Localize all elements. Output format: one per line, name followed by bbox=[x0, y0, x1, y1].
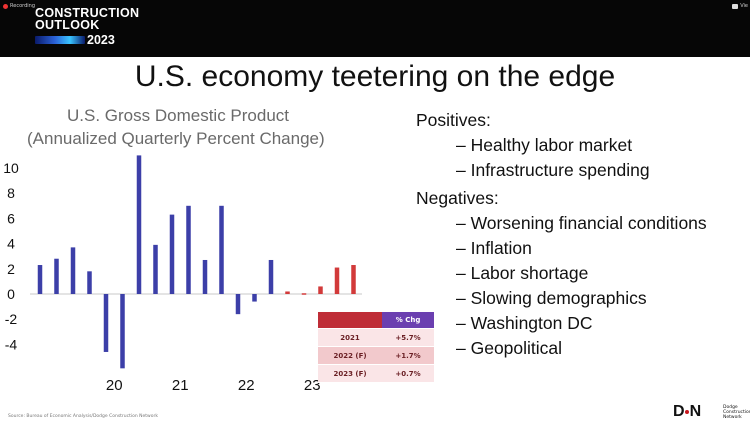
view-icon bbox=[732, 3, 739, 9]
gdp-bar bbox=[37, 265, 43, 294]
summary-header-row: % Chg bbox=[318, 312, 434, 329]
gdp-bar bbox=[136, 155, 142, 294]
positive-item: – Healthy labor market bbox=[456, 135, 633, 155]
slide-title: U.S. economy teetering on the edge bbox=[134, 60, 616, 93]
gdp-bar bbox=[169, 214, 175, 294]
header-bar: Recording Vie CONSTRUCTION OUTLOOK 2023 bbox=[0, 0, 750, 57]
negatives-heading: Negatives: bbox=[416, 188, 499, 208]
gdp-bar bbox=[54, 258, 59, 294]
dcn-sub-line: Dodge bbox=[723, 405, 738, 410]
summary-table: % Chg 2021 +5.7% 2022 (F) +1.7% 2023 (F)… bbox=[318, 312, 434, 383]
negative-item: – Labor shortage bbox=[456, 263, 589, 283]
logo-line2: OUTLOOK bbox=[35, 18, 100, 32]
recording-indicator: Recording bbox=[3, 3, 35, 9]
gdp-bar bbox=[219, 205, 224, 294]
gdp-bar bbox=[334, 267, 340, 294]
x-year-label: 22 bbox=[238, 377, 255, 394]
summary-value: +1.7% bbox=[382, 346, 434, 365]
chart-title: U.S. Gross Domestic Product bbox=[67, 106, 290, 125]
y-tick-label: 2 bbox=[7, 261, 15, 277]
x-year-label: 23 bbox=[304, 377, 321, 394]
gdp-bar bbox=[103, 294, 109, 352]
logo-band-graphic bbox=[35, 36, 85, 44]
x-year-label: 20 bbox=[106, 377, 123, 394]
view-label: Vie bbox=[740, 3, 748, 9]
gdp-bar bbox=[235, 294, 241, 315]
gdp-bar bbox=[285, 291, 290, 294]
summary-year: 2021 bbox=[318, 328, 383, 347]
y-tick-label: 0 bbox=[7, 286, 15, 302]
gdp-bar bbox=[268, 259, 274, 294]
summary-header-year bbox=[318, 312, 383, 329]
summary-year: 2022 (F) bbox=[318, 346, 383, 365]
gdp-bar bbox=[318, 286, 323, 294]
summary-row: 2023 (F) +0.7% bbox=[318, 364, 434, 383]
summary-row: 2022 (F) +1.7% bbox=[318, 346, 434, 365]
summary-value: +0.7% bbox=[382, 364, 434, 383]
gdp-bar bbox=[153, 244, 158, 294]
negative-item: – Inflation bbox=[456, 238, 532, 258]
gdp-bar bbox=[252, 294, 257, 302]
gdp-bar bbox=[120, 294, 125, 369]
gdp-bar bbox=[202, 259, 208, 294]
gdp-bar bbox=[301, 293, 307, 295]
summary-year: 2023 (F) bbox=[318, 364, 383, 383]
dcn-logo-n: N bbox=[689, 403, 702, 420]
recording-label: Recording bbox=[10, 3, 36, 9]
negative-item: – Geopolitical bbox=[456, 338, 563, 358]
positive-item: – Infrastructure spending bbox=[456, 160, 650, 180]
gdp-bar bbox=[87, 271, 92, 294]
negative-item: – Worsening financial conditions bbox=[456, 213, 707, 233]
y-tick-label: -4 bbox=[5, 336, 18, 352]
summary-row: 2021 +5.7% bbox=[318, 328, 434, 347]
y-tick-label: 8 bbox=[7, 185, 15, 201]
chart-subtitle: (Annualized Quarterly Percent Change) bbox=[27, 129, 325, 148]
source-note: Source: Bureau of Economic Analysis/Dodg… bbox=[8, 414, 158, 419]
x-year-label: 21 bbox=[172, 377, 189, 394]
y-tick-label: 6 bbox=[7, 210, 15, 226]
dcn-sub-line: Construction bbox=[723, 410, 750, 415]
summary-header-pct: % Chg bbox=[382, 312, 434, 329]
negative-item: – Slowing demographics bbox=[456, 288, 647, 308]
gdp-bar bbox=[351, 265, 356, 294]
positives-heading: Positives: bbox=[416, 110, 491, 130]
gdp-bar bbox=[70, 247, 76, 294]
logo-line1: CONSTRUCTION bbox=[35, 6, 140, 20]
logo-year: 2023 bbox=[87, 33, 115, 47]
dcn-sub-line: Network bbox=[723, 415, 742, 420]
dcn-logo-subtext: Dodge Construction Network bbox=[723, 405, 750, 420]
y-tick-label: 10 bbox=[3, 160, 19, 176]
dcn-dot-icon bbox=[684, 410, 689, 414]
negative-item: – Washington DC bbox=[456, 313, 593, 333]
gdp-bar bbox=[186, 205, 191, 294]
y-tick-label: 4 bbox=[7, 236, 15, 252]
dcn-logo-d: D bbox=[673, 403, 685, 420]
y-tick-label: -2 bbox=[5, 311, 18, 327]
summary-value: +5.7% bbox=[382, 328, 434, 347]
record-dot-icon bbox=[3, 3, 8, 9]
view-button[interactable]: Vie bbox=[732, 3, 748, 9]
